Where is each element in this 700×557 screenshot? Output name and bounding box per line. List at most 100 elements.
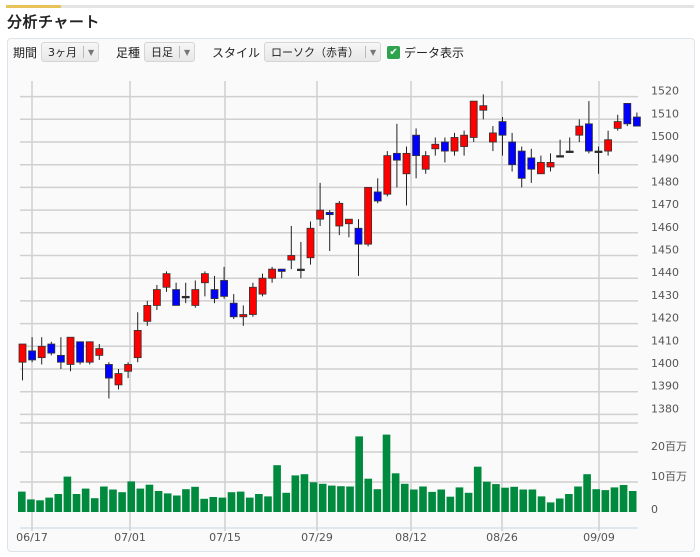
- interval-select[interactable]: 日足 ▼: [144, 42, 196, 62]
- candle-body: [412, 134, 421, 157]
- volume-bar: [328, 485, 336, 512]
- show-data-label: データ表示: [404, 45, 465, 60]
- volume-bar: [245, 497, 254, 512]
- candle-body: [479, 105, 488, 111]
- volume-bar: [391, 473, 400, 512]
- candle-body: [402, 152, 411, 175]
- chart-panel: 期間 3ヶ月 ▼ 足種 日足 ▼ スタイル ローソク（赤青） ▼ ✔ データ表示…: [7, 38, 695, 552]
- interval-value: 日足: [151, 46, 174, 59]
- candle-body: [114, 373, 123, 386]
- volume-bar: [236, 491, 245, 512]
- volume-tick-label: 10百万: [651, 470, 687, 483]
- style-label: スタイル: [212, 45, 261, 60]
- interval-label: 足種: [116, 45, 141, 60]
- select-divider: [179, 46, 181, 58]
- candle-body: [392, 152, 401, 161]
- volume-bar: [473, 466, 482, 512]
- candle-body: [248, 286, 257, 315]
- price-tick-label: 1390: [651, 380, 679, 393]
- candle-body: [76, 341, 84, 363]
- candle-body: [220, 280, 229, 297]
- candle-body: [239, 314, 248, 318]
- candle-body: [152, 289, 161, 306]
- volume-bar: [90, 498, 99, 512]
- candle-body: [537, 162, 545, 175]
- candle-body: [421, 155, 430, 170]
- x-tick-label: 07/15: [209, 531, 241, 544]
- period-label: 期間: [13, 45, 38, 60]
- style-value: ローソク（赤青）: [271, 46, 360, 59]
- select-divider: [83, 46, 85, 58]
- period-select[interactable]: 3ヶ月 ▼: [41, 42, 100, 62]
- x-tick-label: 09/09: [583, 531, 615, 544]
- chevron-down-icon: ▼: [369, 47, 377, 57]
- volume-bar: [45, 497, 53, 512]
- page-title: 分析チャート: [7, 13, 100, 31]
- candle-body: [469, 100, 478, 138]
- volume-bar: [27, 499, 35, 512]
- x-tick-label: 06/17: [16, 531, 48, 544]
- candle-body: [268, 268, 277, 279]
- volume-bar: [455, 487, 464, 512]
- candle-body: [354, 227, 363, 245]
- candle-body: [229, 302, 238, 318]
- candle-body: [364, 186, 373, 245]
- volume-bar: [437, 489, 446, 512]
- volume-bar: [136, 488, 145, 512]
- volume-bar: [592, 489, 601, 512]
- price-tick-label: 1500: [651, 130, 679, 143]
- volume-bar: [118, 492, 126, 512]
- show-data-checkbox[interactable]: ✔: [387, 45, 401, 59]
- volume-bar: [209, 497, 218, 512]
- volume-bar: [54, 494, 63, 512]
- price-tick-label: 1400: [651, 357, 679, 370]
- candle-body: [594, 150, 603, 153]
- volume-bar: [72, 494, 81, 512]
- volume-bar: [546, 502, 555, 512]
- candle-body: [85, 341, 94, 363]
- volume-bar: [63, 476, 72, 512]
- candle-body: [325, 211, 334, 216]
- candle-body: [47, 343, 56, 354]
- volume-bar: [555, 498, 564, 512]
- accent-indicator: [6, 5, 61, 8]
- candle-body: [287, 255, 296, 261]
- volume-bar: [537, 496, 546, 512]
- price-tick-label: 1460: [651, 221, 679, 234]
- volume-bar: [346, 486, 354, 512]
- chevron-down-icon: ▼: [183, 47, 191, 57]
- candle-body: [546, 162, 555, 168]
- candle-body: [105, 364, 113, 379]
- volume-bar: [127, 481, 136, 512]
- chevron-down-icon: ▼: [87, 47, 95, 57]
- candle-body: [162, 273, 171, 288]
- candlestick-chart[interactable]: 1380 1390 1400 1410 1420 1430 1440 1450 1460 1470…: [8, 39, 696, 553]
- volume-bar: [227, 492, 236, 512]
- candle-body: [57, 354, 65, 363]
- candle-body: [344, 218, 353, 225]
- volume-bar: [200, 498, 208, 512]
- volume-bar: [601, 490, 610, 512]
- candle-body: [527, 157, 536, 170]
- x-tick-label: 07/01: [114, 531, 146, 544]
- chart-toolbar: 期間 3ヶ月 ▼ 足種 日足 ▼ スタイル ローソク（赤青） ▼ ✔ データ表示: [8, 39, 694, 65]
- candle-body: [508, 141, 517, 166]
- volume-bar: [583, 474, 591, 512]
- volume-bar: [264, 496, 272, 512]
- volume-bar: [501, 487, 509, 512]
- volume-bar: [364, 478, 373, 512]
- price-tick-label: 1520: [651, 85, 679, 98]
- price-tick-label: 1480: [651, 175, 679, 188]
- volume-bar: [419, 486, 427, 512]
- candle-body: [335, 202, 344, 227]
- price-tick-label: 1440: [651, 266, 679, 279]
- volume-bar: [145, 484, 154, 512]
- candle-body: [440, 141, 449, 152]
- period-value: 3ヶ月: [48, 46, 78, 59]
- volume-bar: [154, 491, 163, 512]
- volume-bar: [628, 491, 637, 512]
- volume-bar: [400, 483, 409, 512]
- style-select[interactable]: ローソク（赤青） ▼: [264, 42, 382, 62]
- candle-body: [565, 150, 574, 153]
- candle-body: [383, 155, 392, 195]
